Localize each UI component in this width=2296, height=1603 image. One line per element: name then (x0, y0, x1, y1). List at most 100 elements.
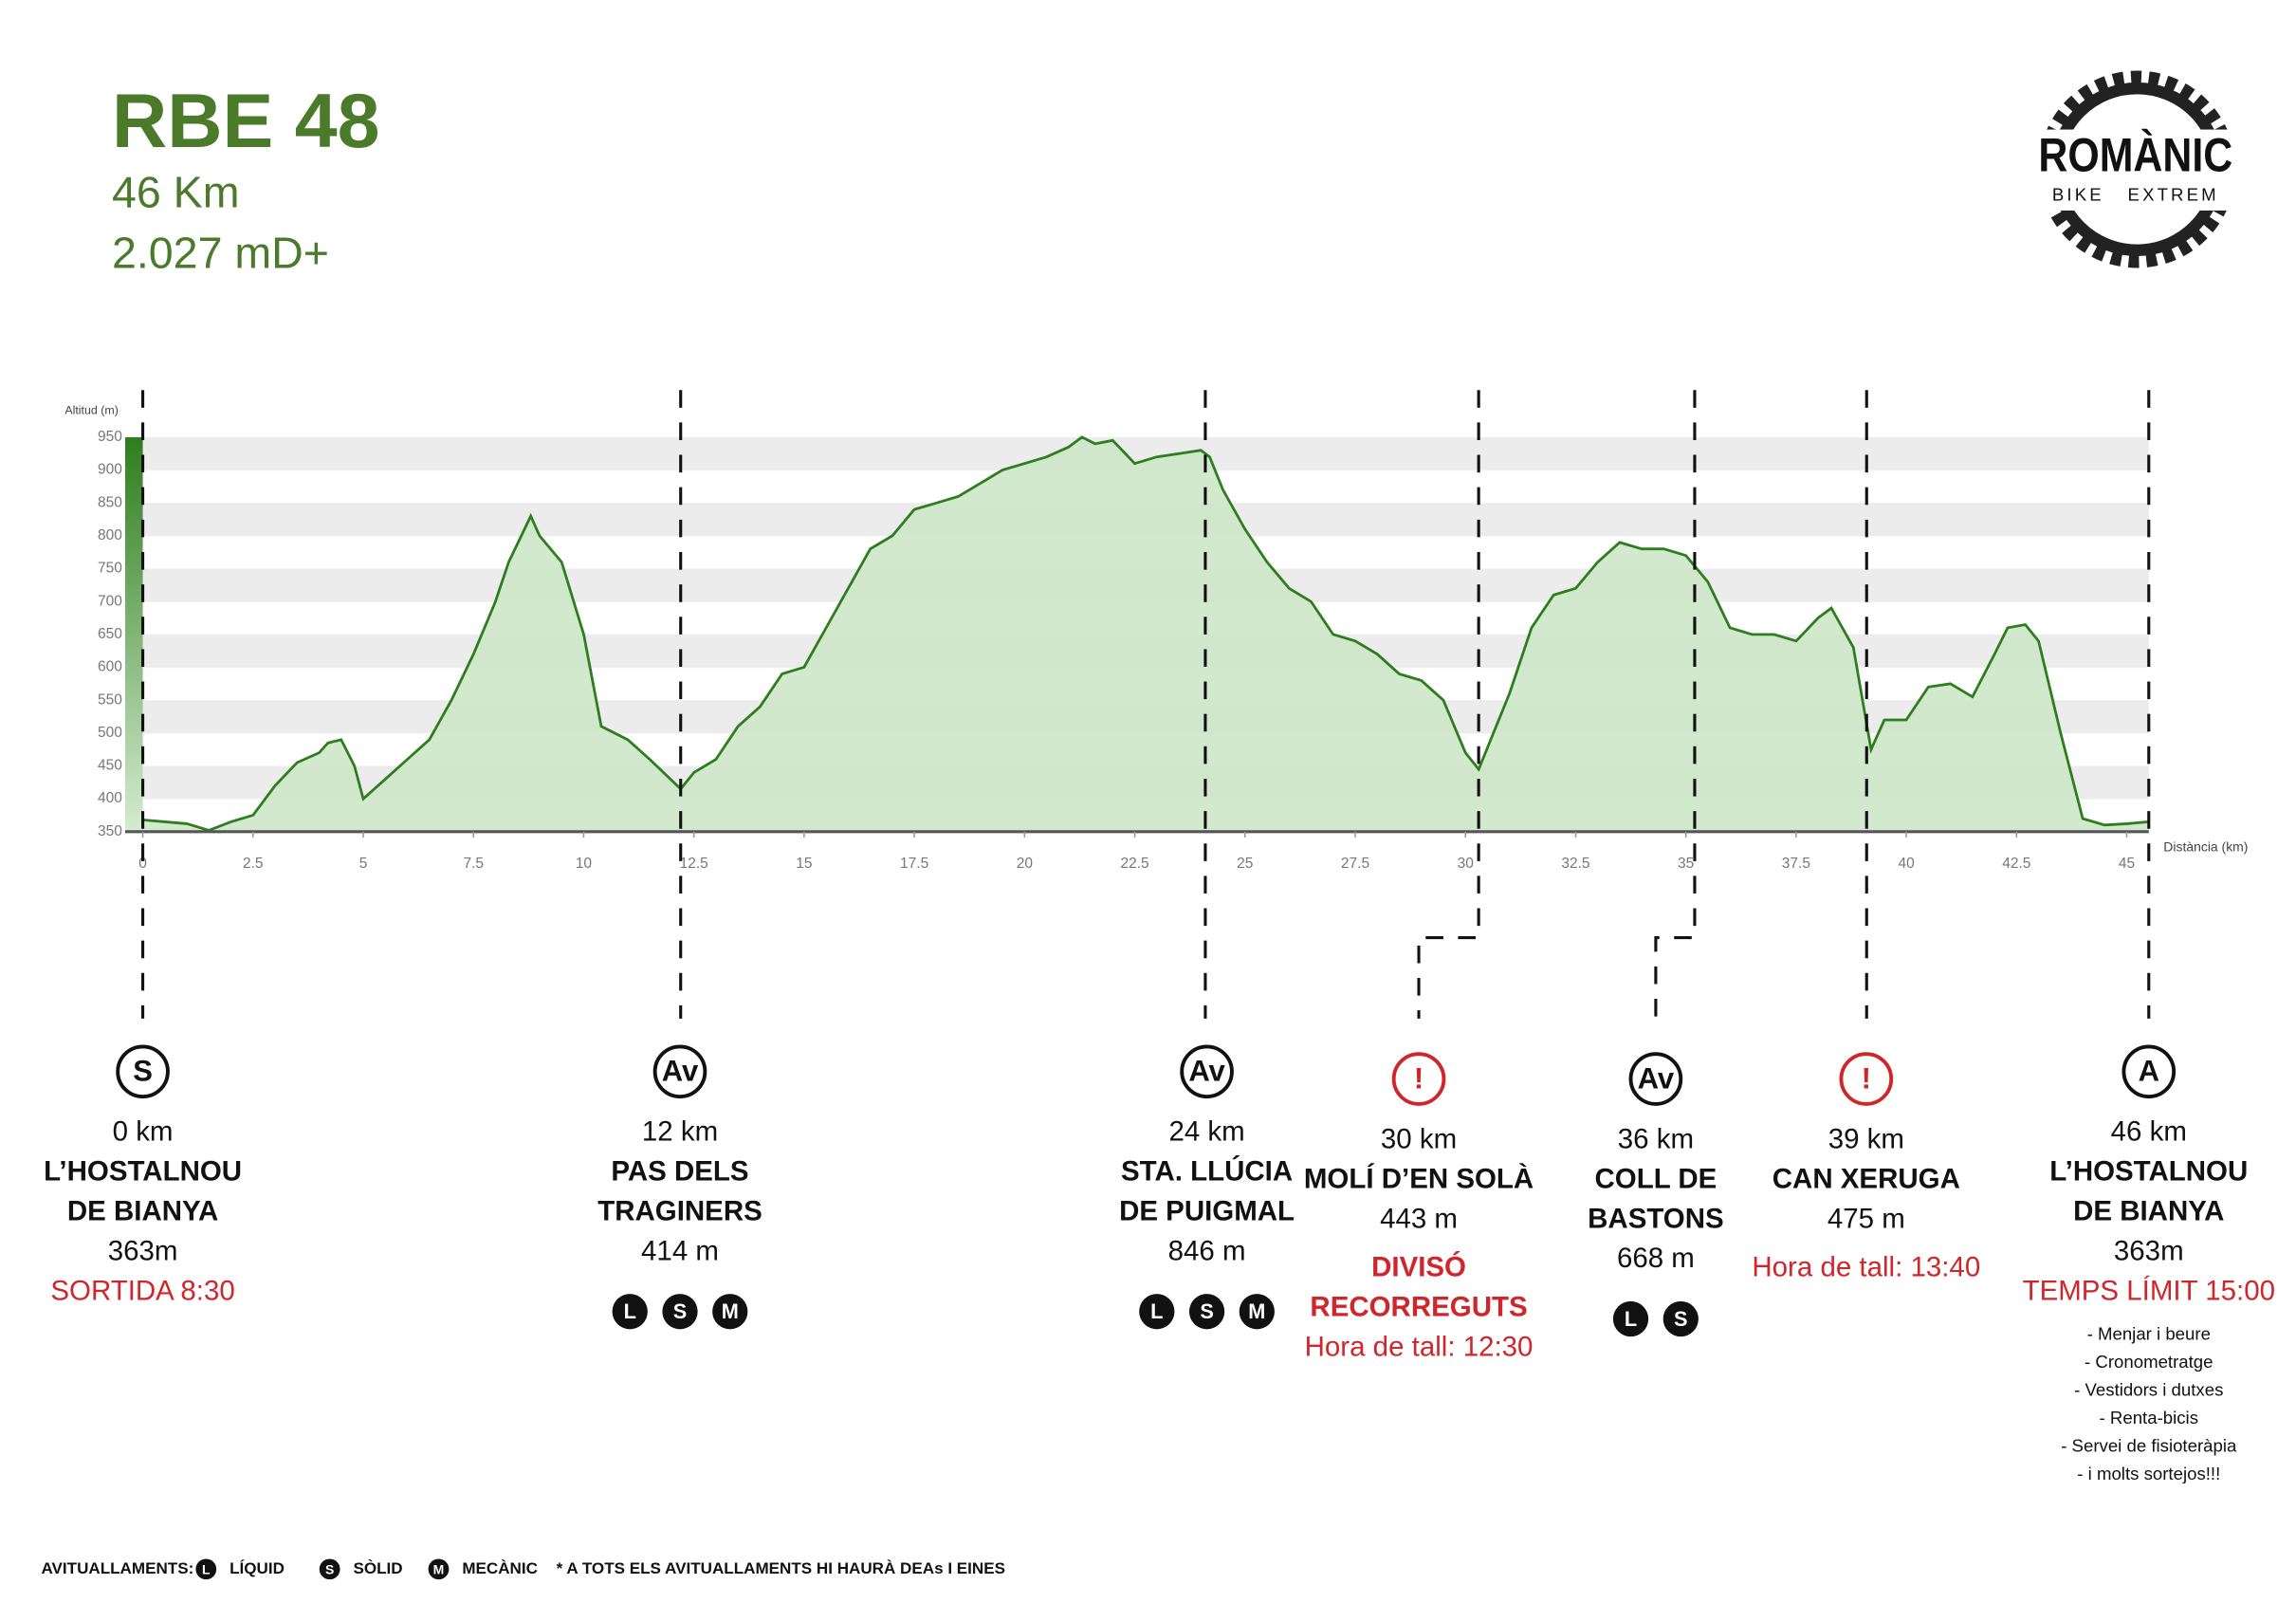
checkpoint-icon (1180, 1044, 1234, 1099)
checkpoint-name: COLL DE (1595, 1163, 1717, 1194)
x-tick-label: 0 (138, 856, 147, 872)
checkpoint-extra: - Cronometratge (2085, 1352, 2213, 1372)
logo: ROMÀNIC BIKE EXTREM (2030, 70, 2245, 268)
checkpoint-km: 24 km (1168, 1116, 1244, 1148)
checkpoint-marker (1654, 390, 1697, 1019)
checkpoint-extra: - Menjar i beure (2087, 1323, 2211, 1343)
checkpoint-note: DIVISÓ (1371, 1251, 1466, 1283)
service-letter: L (1150, 1299, 1163, 1323)
service-badge (662, 1294, 698, 1330)
checkpoint-icon (2122, 1044, 2177, 1099)
y-tick-label: 450 (98, 758, 122, 774)
x-tick-label: 10 (576, 856, 593, 872)
checkpoint-icon-label: A (2139, 1055, 2159, 1088)
x-tick-label: 40 (1898, 856, 1915, 872)
service-letter: L (624, 1299, 636, 1323)
checkpoint-extra: - Renta-bicis (2100, 1408, 2198, 1428)
checkpoint-altitude: 363m (108, 1235, 178, 1266)
checkpoint-icon-label: Av (1188, 1055, 1225, 1088)
service-letter: S (1674, 1307, 1688, 1331)
y-tick-label: 700 (98, 593, 122, 609)
checkpoint-km: 36 km (1618, 1123, 1694, 1154)
checkpoint-icon-label: ! (1862, 1061, 1871, 1095)
y-tick-label: 550 (98, 691, 122, 708)
title: RBE 48 (112, 79, 380, 164)
logo-subtitle: BIKE EXTREM (2052, 184, 2219, 204)
checkpoint-icon-label: Av (662, 1055, 699, 1088)
checkpoint-name: DE BIANYA (67, 1196, 218, 1227)
checkpoint-name: STA. LLÚCIA (1121, 1155, 1293, 1188)
legend-key: S (325, 1562, 334, 1577)
x-tick-label: 15 (796, 856, 812, 872)
checkpoint-altitude: 475 m (1828, 1203, 1905, 1234)
legend-label: MECÀNIC (462, 1559, 538, 1577)
checkpoint-altitude: 668 m (1617, 1243, 1695, 1274)
area-fill (142, 436, 2149, 832)
x-tick-label: 7.5 (463, 856, 484, 872)
x-tick-label: 17.5 (900, 856, 928, 872)
x-tick-label: 35 (1678, 856, 1694, 872)
y-tick-label: 950 (98, 429, 122, 445)
distance: 46 Km (112, 168, 240, 217)
checkpoint-name: DE PUIGMAL (1119, 1196, 1295, 1227)
x-tick-label: 27.5 (1341, 856, 1369, 872)
y-tick-label: 500 (98, 725, 122, 741)
x-tick-label: 25 (1237, 856, 1253, 872)
checkpoint-name: L’HOSTALNOU (2049, 1156, 2248, 1188)
service-letter: S (673, 1299, 688, 1323)
service-badge (1239, 1294, 1275, 1330)
y-tick-label: 850 (98, 494, 122, 510)
logo-bg (2030, 129, 2245, 211)
y-tick-label: 900 (98, 462, 122, 478)
checkpoint-altitude: 846 m (1168, 1235, 1246, 1266)
x-tick-label: 37.5 (1782, 856, 1810, 872)
y-tick-label: 750 (98, 561, 122, 577)
checkpoint-note: Hora de tall: 13:40 (1752, 1252, 1980, 1283)
checkpoint-name: TRAGINERS (597, 1196, 762, 1227)
service-badge (612, 1294, 648, 1330)
legend-label: LÍQUID (230, 1559, 285, 1577)
y-tick-label: 600 (98, 659, 122, 675)
legend-badge (195, 1558, 217, 1580)
x-tick-label: 20 (1017, 856, 1034, 872)
checkpoint-name: CAN XERUGA (1773, 1163, 1960, 1194)
checkpoint-extra: - Vestidors i dutxes (2074, 1379, 2223, 1399)
checkpoint-extra: - Servei de fisioteràpia (2061, 1435, 2237, 1455)
x-tick-label: 5 (359, 856, 368, 872)
legend-badge (319, 1558, 340, 1580)
checkpoint-icon (1391, 1052, 1446, 1106)
x-axis-label: Distància (km) (2163, 839, 2248, 855)
legend-label: SÒLID (353, 1559, 402, 1577)
checkpoint-icon-label: ! (1414, 1061, 1424, 1095)
checkpoint-km: 30 km (1381, 1123, 1457, 1154)
service-badge (1139, 1294, 1175, 1330)
checkpoint-note: RECORREGUTS (1310, 1291, 1527, 1322)
service-badge (712, 1294, 748, 1330)
checkpoint-icon (1839, 1052, 1894, 1106)
checkpoint-altitude: 414 m (641, 1235, 719, 1266)
checkpoint-km: 0 km (113, 1116, 174, 1148)
y-tick-label: 800 (98, 527, 122, 544)
y-tick-label: 350 (98, 823, 122, 839)
checkpoint-icon-label: Av (1638, 1061, 1675, 1095)
checkpoint-altitude: 363m (2114, 1235, 2184, 1266)
x-tick-label: 30 (1458, 856, 1475, 872)
checkpoint-note: SORTIDA 8:30 (50, 1275, 234, 1306)
x-tick-label: 12.5 (680, 856, 708, 872)
service-badge (1188, 1294, 1225, 1330)
service-letter: M (722, 1299, 739, 1323)
x-tick-label: 32.5 (1561, 856, 1589, 872)
legend-key: L (202, 1562, 211, 1577)
y-axis-label: Altitud (m) (64, 403, 119, 416)
checkpoint-extra: - i molts sortejos!!! (2077, 1464, 2220, 1483)
altitude-bar (124, 436, 143, 832)
elevation: 2.027 mD+ (112, 228, 329, 277)
checkpoint-name: PAS DELS (611, 1156, 748, 1188)
checkpoint-km: 46 km (2111, 1116, 2187, 1148)
checkpoint-note: Hora de tall: 12:30 (1305, 1331, 1534, 1362)
checkpoint-km: 39 km (1828, 1123, 1904, 1154)
checkpoint-name: MOLÍ D’EN SOLÀ (1304, 1162, 1534, 1194)
checkpoint-icon-label: S (133, 1055, 153, 1088)
x-tick-label: 45 (2119, 856, 2135, 872)
